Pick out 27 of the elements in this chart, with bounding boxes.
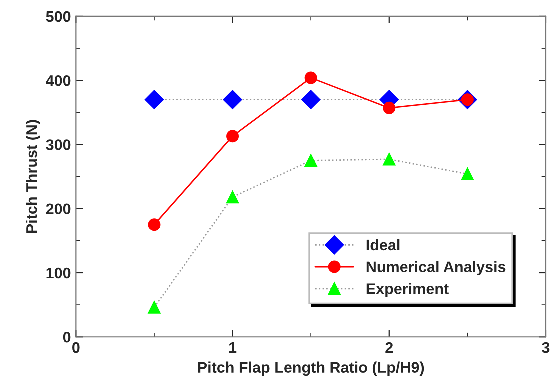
y-tick-label: 0 [63,332,71,343]
point [383,102,396,114]
point [304,154,318,168]
point [144,90,164,110]
point [148,218,161,232]
point [304,72,318,84]
x-tick-label: 0 [72,342,80,354]
legend-label: Experiment [366,283,449,298]
x-axis-title: Pitch Flap Length Ratio (Lp/H9) [198,362,424,376]
y-tick-label: 200 [46,204,71,215]
point [223,90,242,110]
y-axis-title: Pitch Thrust (N) [26,120,40,234]
point [226,130,240,143]
x-tick-label: 1 [229,342,237,354]
x-tick-label: 3 [542,342,550,354]
point [383,153,396,166]
legend-label: Ideal [366,239,400,251]
point [148,301,161,314]
y-tick-label: 400 [46,75,71,86]
y-tick-label: 100 [46,268,71,279]
point [226,191,240,204]
point [461,168,474,180]
x-tick-label: 2 [386,342,394,354]
y-tick-label: 300 [46,140,71,150]
legend-label: Numerical Analysis [366,261,506,276]
point [302,90,321,110]
y-tick-label: 500 [46,11,71,22]
